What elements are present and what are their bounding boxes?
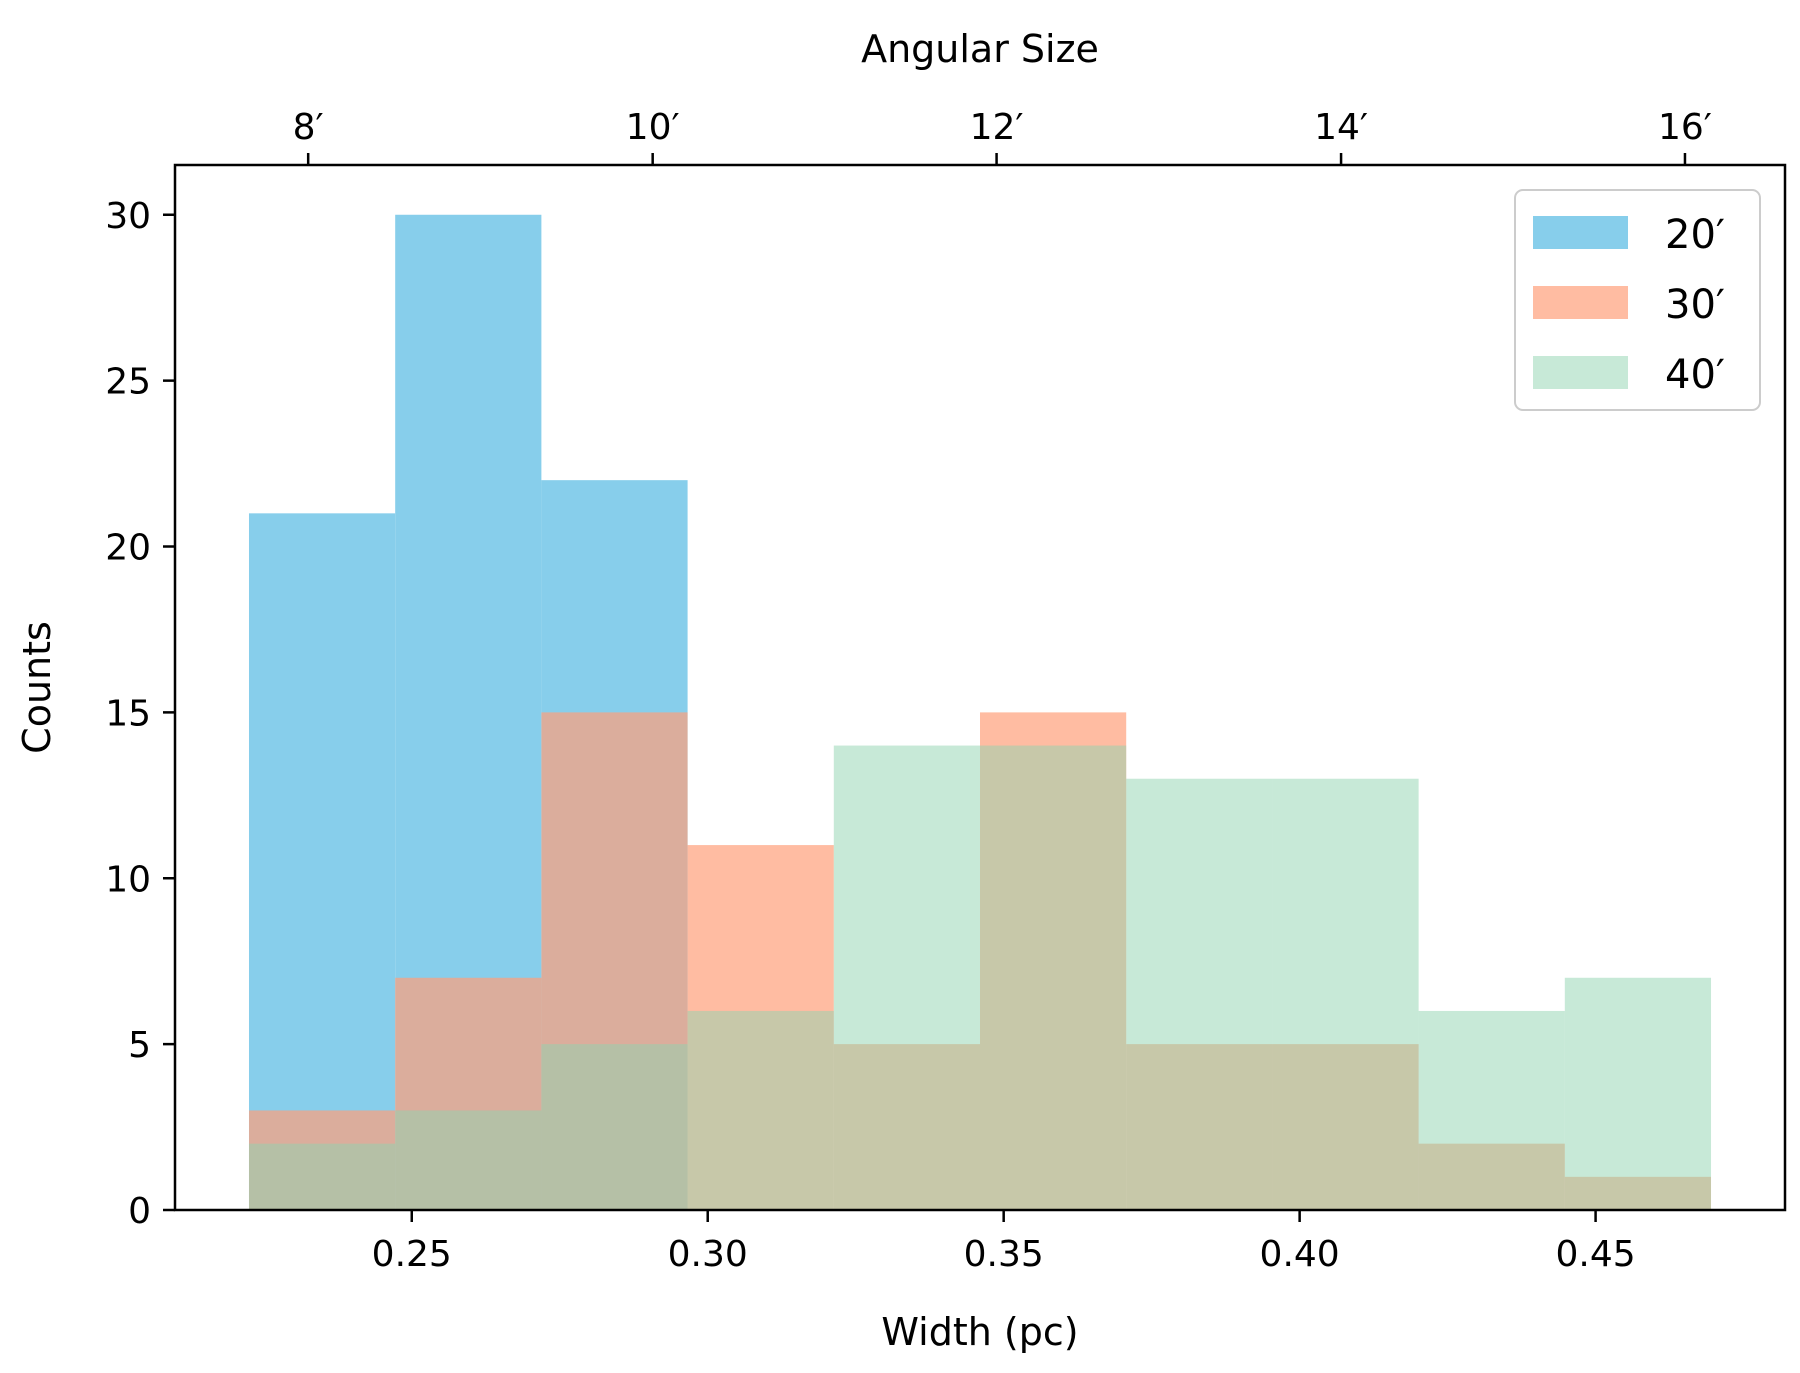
histogram-bars (248, 214, 1712, 1211)
top-tick-label: 14′ (1314, 107, 1368, 148)
legend-swatch-1 (1533, 216, 1628, 249)
y-tick-label: 30 (105, 196, 151, 237)
y-tick-label: 20 (105, 528, 151, 569)
top-tick-label: 10′ (626, 107, 680, 148)
x-tick-label: 0.25 (372, 1234, 452, 1275)
top-axis-title: Angular Size (861, 27, 1099, 71)
legend-label-1: 20′ (1665, 212, 1725, 258)
y-axis-title: Counts (15, 621, 59, 754)
x-tick-label: 0.30 (668, 1234, 748, 1275)
bar-series3-bin10 (1564, 977, 1712, 1210)
y-tick-label: 15 (105, 693, 151, 734)
bar-series3-bin7 (1126, 778, 1273, 1210)
y-tick-label: 5 (128, 1025, 151, 1066)
y-tick-label: 25 (105, 362, 151, 403)
legend: 20′ 30′ 40′ (1514, 189, 1761, 411)
legend-swatch-2 (1533, 286, 1628, 319)
y-tick-label: 10 (105, 859, 151, 900)
top-tick-label: 8′ (293, 107, 324, 148)
bar-series3-bin1 (248, 1143, 396, 1210)
top-tick-label: 16′ (1658, 107, 1712, 148)
x-tick-label: 0.45 (1556, 1234, 1636, 1275)
bar-series3-bin5 (833, 745, 980, 1210)
top-tick-label: 12′ (970, 107, 1024, 148)
bar-series3-bin9 (1418, 1010, 1565, 1210)
plot-frame (173, 163, 1787, 1212)
legend-swatch-3 (1533, 356, 1628, 389)
x-tick-label: 0.40 (1260, 1234, 1340, 1275)
legend-label-3: 40′ (1665, 352, 1725, 398)
bar-series3-bin6 (980, 745, 1127, 1210)
bar-series1-bin1 (248, 513, 396, 1210)
x-axis-title: Width (pc) (881, 1310, 1078, 1354)
x-tick-label: 0.35 (964, 1234, 1044, 1275)
axis-ticks: 0.25 0.30 0.35 0.40 0.45 0 5 10 15 20 25 30 8′ 10′ 12′… (105, 107, 1712, 1275)
y-tick-label: 0 (128, 1191, 151, 1232)
bar-series3-bin8 (1272, 778, 1419, 1210)
legend-label-2: 30′ (1665, 282, 1725, 328)
bar-series3-bin2 (395, 1110, 542, 1210)
bar-series3-bin3 (541, 1044, 688, 1210)
bar-series3-bin4 (687, 1010, 834, 1210)
